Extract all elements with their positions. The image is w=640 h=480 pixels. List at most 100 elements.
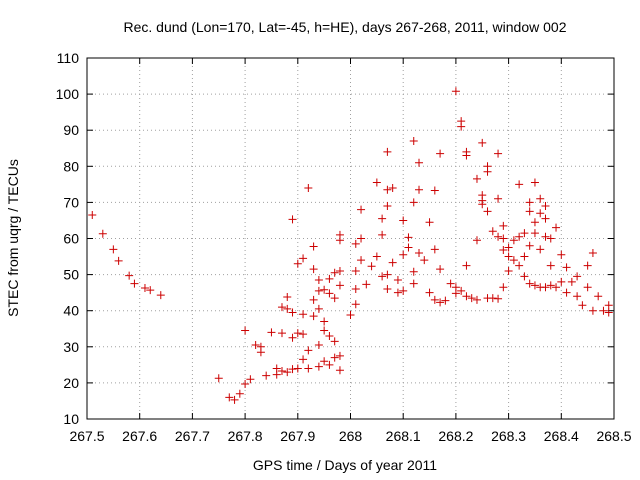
y-tick-label: 100 [56, 86, 80, 102]
data-point [436, 265, 445, 274]
data-point [404, 243, 413, 252]
data-point [541, 214, 550, 223]
data-point [109, 245, 118, 254]
data-point [304, 346, 313, 355]
data-point [293, 329, 302, 338]
data-point [567, 277, 576, 286]
data-point [314, 362, 323, 371]
x-tick-label: 267.5 [69, 428, 104, 444]
data-point [515, 232, 524, 241]
data-point [335, 266, 344, 275]
y-tick-label: 10 [63, 411, 79, 427]
data-point [309, 265, 318, 274]
data-point [325, 274, 334, 283]
data-point [457, 117, 466, 126]
y-tick-label: 80 [63, 158, 79, 174]
data-point [515, 261, 524, 270]
data-point [393, 276, 402, 285]
data-point [430, 186, 439, 195]
x-tick-label: 268 [339, 428, 363, 444]
data-point [330, 337, 339, 346]
data-point [557, 250, 566, 259]
data-point [425, 218, 434, 227]
data-point [288, 215, 297, 224]
data-point [299, 330, 308, 339]
data-point [404, 233, 413, 242]
data-point [335, 281, 344, 290]
data-point [552, 223, 561, 232]
data-point [415, 185, 424, 194]
y-tick-label: 50 [63, 267, 79, 283]
data-point [325, 360, 334, 369]
data-point [525, 198, 534, 207]
data-point [309, 242, 318, 251]
data-point [604, 301, 613, 310]
data-point [499, 246, 508, 255]
data-point [399, 286, 408, 295]
data-point [494, 294, 503, 303]
plot-frame [86, 57, 615, 420]
data-point [225, 393, 234, 402]
data-point [488, 227, 497, 236]
data-point [241, 379, 250, 388]
data-point [399, 250, 408, 259]
data-point [525, 241, 534, 250]
data-point [546, 234, 555, 243]
data-point [446, 279, 455, 288]
data-point [277, 329, 286, 338]
data-point [583, 283, 592, 292]
data-point [362, 280, 371, 289]
data-point [562, 288, 571, 297]
data-point [293, 364, 302, 373]
data-point [309, 312, 318, 321]
data-point [288, 333, 297, 342]
data-point [88, 211, 97, 220]
x-tick-label: 268.5 [596, 428, 631, 444]
data-point [272, 364, 281, 373]
data-point [546, 261, 555, 270]
data-point [346, 311, 355, 320]
data-point [330, 353, 339, 362]
data-point [557, 277, 566, 286]
data-point [277, 366, 286, 375]
data-point [499, 221, 508, 230]
data-point [536, 245, 545, 254]
x-tick-label: 267.7 [175, 428, 210, 444]
data-point [351, 239, 360, 248]
data-point [357, 205, 366, 214]
data-point [409, 198, 418, 207]
data-point [98, 229, 107, 238]
data-point [604, 308, 613, 317]
data-point [288, 365, 297, 374]
data-point [146, 286, 155, 295]
data-point [515, 180, 524, 189]
data-point [457, 286, 466, 295]
data-point [383, 285, 392, 294]
data-point [425, 288, 434, 297]
y-tick-label: 20 [63, 375, 79, 391]
data-point [299, 254, 308, 263]
data-point [367, 262, 376, 271]
y-tick-label: 60 [63, 231, 79, 247]
data-point [330, 268, 339, 277]
data-point [156, 291, 165, 300]
data-point [393, 288, 402, 297]
data-point [246, 375, 255, 384]
data-point [415, 158, 424, 167]
data-point [594, 292, 603, 301]
data-point [383, 202, 392, 211]
y-axis-label: STEC from uqrg / TECUs [5, 159, 21, 317]
data-point [530, 178, 539, 187]
data-point [409, 267, 418, 276]
data-point [483, 162, 492, 171]
data-point [462, 292, 471, 301]
data-point [520, 252, 529, 261]
data-point [230, 395, 239, 404]
data-point [140, 283, 149, 292]
axis-ticks: 267.5 267.6 267.7 267.8 267.9 268 268.1 268.2 26… [56, 50, 632, 444]
data-point [478, 191, 487, 200]
data-point [451, 283, 460, 292]
data-point [509, 256, 518, 265]
data-point [351, 285, 360, 294]
